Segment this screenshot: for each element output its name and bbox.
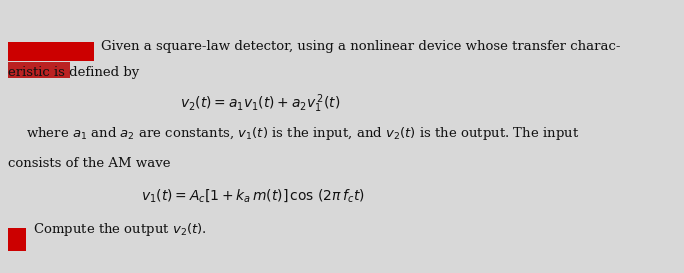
Bar	[8, 62, 70, 78]
Text: where $a_1$ and $a_2$ are constants, $v_1(t)$ is the input, and $v_2(t)$ is the : where $a_1$ and $a_2$ are constants, $v_…	[26, 125, 579, 142]
Text: consists of the AM wave: consists of the AM wave	[8, 157, 171, 170]
Text: Compute the output $v_2(t)$.: Compute the output $v_2(t)$.	[33, 221, 207, 238]
Text: eristic is defined by: eristic is defined by	[8, 66, 140, 79]
Bar	[8, 42, 94, 61]
Text: $v_1(t) = A_c[1 + k_a\, m(t)]\,\cos\,(2\pi\, f_c t)$: $v_1(t) = A_c[1 + k_a\, m(t)]\,\cos\,(2\…	[142, 187, 365, 204]
Bar	[8, 228, 26, 251]
Text: $v_2(t) = a_1v_1(t) + a_2v_1^{\,2}(t)$: $v_2(t) = a_1v_1(t) + a_2v_1^{\,2}(t)$	[180, 93, 340, 115]
Text: Given a square-law detector, using a nonlinear device whose transfer charac-: Given a square-law detector, using a non…	[101, 40, 621, 53]
